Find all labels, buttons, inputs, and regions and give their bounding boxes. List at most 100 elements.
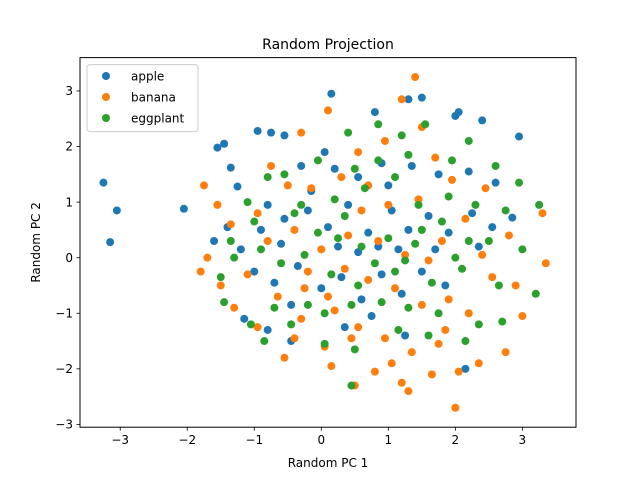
point-eggplant-30 xyxy=(360,184,369,193)
point-banana-38 xyxy=(488,273,497,282)
point-apple-39 xyxy=(444,228,453,237)
point-banana-51 xyxy=(330,306,339,315)
point-banana-60 xyxy=(374,237,383,246)
y-tick-label-4: 1 xyxy=(65,195,73,209)
point-banana-28 xyxy=(324,106,332,115)
point-apple-17 xyxy=(417,93,426,102)
point-banana-68 xyxy=(253,209,262,218)
point-apple-9 xyxy=(210,237,219,246)
point-apple-24 xyxy=(354,173,363,182)
point-eggplant-15 xyxy=(531,289,540,298)
point-eggplant-10 xyxy=(347,381,356,390)
legend-label-eggplant: eggplant xyxy=(131,112,185,126)
point-eggplant-16 xyxy=(518,245,527,254)
point-eggplant-0 xyxy=(243,198,252,207)
point-eggplant-8 xyxy=(320,339,329,348)
point-apple-19 xyxy=(454,108,463,117)
point-apple-54 xyxy=(263,325,272,334)
point-apple-0 xyxy=(99,178,108,187)
point-apple-31 xyxy=(280,214,289,223)
legend-marker-eggplant xyxy=(102,114,110,122)
point-eggplant-55 xyxy=(391,267,400,276)
point-apple-47 xyxy=(337,273,346,282)
point-banana-20 xyxy=(538,209,547,218)
point-banana-10 xyxy=(347,334,356,343)
point-eggplant-1 xyxy=(250,217,259,226)
point-apple-30 xyxy=(263,200,272,209)
point-banana-50 xyxy=(300,284,309,293)
point-banana-36 xyxy=(414,195,423,204)
point-apple-71 xyxy=(384,181,393,190)
point-eggplant-36 xyxy=(484,237,493,246)
legend: apple banana eggplant xyxy=(86,64,199,133)
point-apple-22 xyxy=(297,161,306,170)
point-banana-17 xyxy=(501,348,510,357)
point-banana-71 xyxy=(327,362,336,371)
point-eggplant-46 xyxy=(270,303,279,312)
point-banana-8 xyxy=(297,314,306,323)
point-apple-33 xyxy=(324,223,332,232)
point-eggplant-24 xyxy=(344,128,353,137)
point-apple-45 xyxy=(293,262,302,271)
legend-items: apple banana eggplant xyxy=(102,70,185,126)
point-banana-37 xyxy=(437,237,446,246)
point-eggplant-58 xyxy=(313,228,322,237)
point-banana-65 xyxy=(478,250,487,259)
x-tick-label-0: −3 xyxy=(111,433,129,447)
point-apple-42 xyxy=(508,213,517,222)
point-banana-27 xyxy=(397,95,406,104)
point-apple-53 xyxy=(240,314,249,323)
point-banana-12 xyxy=(397,378,406,387)
point-banana-6 xyxy=(253,323,262,332)
point-apple-14 xyxy=(327,89,336,98)
point-eggplant-4 xyxy=(220,298,229,307)
point-apple-23 xyxy=(330,164,339,173)
point-banana-35 xyxy=(384,200,393,209)
point-banana-67 xyxy=(354,148,363,157)
point-banana-66 xyxy=(380,136,389,145)
point-eggplant-25 xyxy=(313,156,322,165)
point-apple-16 xyxy=(404,95,413,104)
point-apple-44 xyxy=(270,278,279,287)
legend-label-banana: banana xyxy=(131,91,176,105)
point-eggplant-3 xyxy=(216,273,225,282)
point-banana-41 xyxy=(417,300,426,309)
point-eggplant-27 xyxy=(263,173,272,182)
point-apple-51 xyxy=(417,267,426,276)
point-apple-10 xyxy=(236,245,245,254)
point-banana-47 xyxy=(263,237,272,246)
point-banana-15 xyxy=(454,367,463,376)
point-eggplant-68 xyxy=(230,253,239,262)
point-apple-32 xyxy=(303,206,312,215)
point-apple-49 xyxy=(377,270,386,279)
point-banana-53 xyxy=(380,334,389,343)
point-eggplant-22 xyxy=(397,131,406,140)
point-apple-38 xyxy=(424,212,433,220)
point-eggplant-2 xyxy=(226,237,235,246)
point-apple-67 xyxy=(431,245,440,254)
point-eggplant-7 xyxy=(287,320,296,329)
point-eggplant-54 xyxy=(370,259,379,268)
point-banana-30 xyxy=(267,161,276,170)
y-tick-label-5: 2 xyxy=(65,140,73,154)
point-apple-65 xyxy=(277,239,286,248)
plot-frame xyxy=(79,57,577,428)
point-apple-1 xyxy=(112,206,121,215)
point-banana-0 xyxy=(200,181,208,190)
point-banana-32 xyxy=(307,184,316,193)
point-apple-26 xyxy=(407,161,416,170)
point-apple-70 xyxy=(320,148,329,157)
x-tick-label-6: 3 xyxy=(519,433,527,447)
point-banana-5 xyxy=(230,303,239,312)
point-eggplant-23 xyxy=(374,120,383,129)
point-eggplant-67 xyxy=(320,309,329,318)
point-eggplant-64 xyxy=(350,164,359,173)
point-eggplant-32 xyxy=(414,200,423,209)
point-banana-61 xyxy=(401,250,410,259)
point-apple-52 xyxy=(441,281,450,290)
y-tick-label-0: −3 xyxy=(55,418,73,432)
point-banana-70 xyxy=(511,281,520,290)
point-eggplant-18 xyxy=(515,178,524,187)
